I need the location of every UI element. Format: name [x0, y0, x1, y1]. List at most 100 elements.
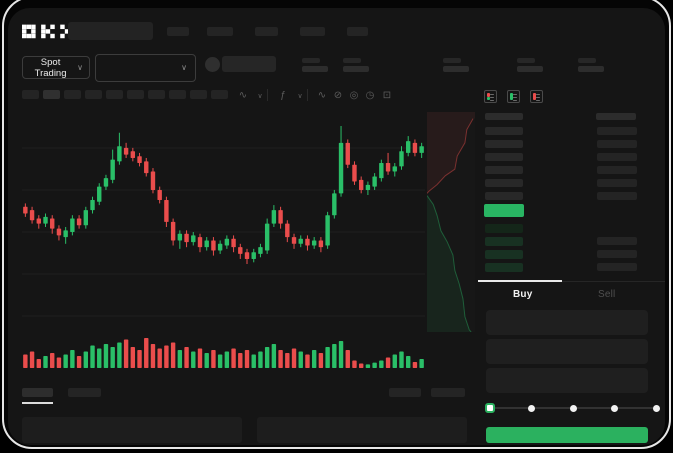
timeframe-button[interactable]	[64, 90, 81, 99]
measure-icon[interactable]: ⊘	[333, 90, 343, 101]
depth-curve	[427, 195, 472, 332]
candlestick-chart[interactable]	[22, 112, 425, 370]
ask-price-row[interactable]	[485, 153, 523, 161]
nav-item-placeholder[interactable]	[207, 27, 233, 36]
line-tool-icon[interactable]: ∿	[317, 90, 327, 101]
chart-element	[70, 350, 75, 368]
chart-element	[258, 247, 263, 254]
candle-style-icon[interactable]: ∿	[238, 90, 248, 101]
bid-price-row[interactable]	[485, 237, 523, 246]
timeframe-button[interactable]	[190, 90, 207, 99]
nav-item-placeholder[interactable]	[300, 27, 325, 36]
trading-mode-dropdown[interactable]: Spot Trading ∨	[22, 56, 90, 79]
chart-element	[123, 339, 129, 368]
okx-logo[interactable]	[22, 24, 74, 40]
nav-item-placeholder[interactable]	[255, 27, 278, 36]
chart-element	[318, 353, 324, 368]
bottom-action-placeholder[interactable]	[389, 388, 421, 397]
bottom-tab[interactable]	[68, 388, 101, 397]
chevron-down-icon[interactable]: ∨	[297, 93, 303, 100]
ask-price-row[interactable]	[485, 140, 523, 148]
chart-element	[291, 348, 297, 368]
chart-element	[385, 357, 391, 368]
timeframe-button[interactable]	[22, 90, 39, 99]
order-form-field[interactable]	[486, 368, 648, 393]
slider-stop[interactable]	[569, 404, 577, 412]
chart-element	[345, 142, 350, 165]
camera-icon[interactable]: ◎	[349, 90, 359, 101]
chart-element	[63, 230, 68, 238]
tab-buy[interactable]: Buy	[513, 289, 533, 300]
slider-stop[interactable]	[611, 404, 618, 412]
chart-element	[130, 347, 136, 368]
timeframe-button[interactable]	[127, 90, 144, 99]
chart-element	[29, 351, 35, 368]
chart-element	[325, 347, 330, 368]
replay-icon[interactable]: ◷	[365, 90, 375, 101]
bid-price-row[interactable]	[485, 224, 523, 233]
chart-element	[56, 228, 62, 236]
chart-element	[170, 221, 176, 241]
bottom-action-placeholder[interactable]	[431, 388, 465, 397]
chart-element	[251, 252, 256, 259]
buy-submit-button[interactable]	[486, 427, 648, 443]
bid-price-row[interactable]	[485, 250, 523, 259]
last-price-highlight[interactable]	[484, 204, 524, 217]
order-book-both-icon[interactable]	[484, 90, 497, 103]
timeframe-button[interactable]	[148, 90, 165, 99]
chart-element	[157, 189, 162, 201]
nav-item-placeholder[interactable]	[167, 27, 189, 36]
bottom-tab-active[interactable]	[22, 388, 53, 397]
nav-item-placeholder[interactable]	[347, 27, 368, 36]
chart-element	[332, 193, 337, 216]
chevron-down-icon[interactable]: ∨	[257, 93, 263, 100]
ask-amount-cell	[597, 179, 637, 187]
chart-element	[392, 166, 397, 172]
chart-element	[264, 347, 270, 368]
chart-element	[197, 237, 203, 248]
chart-element	[123, 147, 129, 155]
slider-stop[interactable]	[528, 404, 535, 412]
market-stat-value	[578, 66, 604, 72]
order-form-field[interactable]	[486, 339, 648, 364]
depth-curve	[427, 195, 472, 332]
ask-price-row[interactable]	[485, 192, 523, 200]
chart-element	[204, 240, 209, 248]
tab-sell[interactable]: Sell	[598, 289, 616, 300]
order-book-bids-icon[interactable]	[507, 90, 520, 103]
fullscreen-icon[interactable]: ⊡	[382, 90, 392, 101]
slider-handle[interactable]	[485, 403, 495, 413]
timeframe-button[interactable]	[169, 90, 186, 99]
bid-price-row[interactable]	[485, 263, 523, 272]
chart-element	[90, 200, 95, 211]
order-form-field[interactable]	[486, 310, 648, 335]
timeframe-button[interactable]	[211, 90, 228, 99]
chart-element	[103, 178, 109, 187]
tabs-divider	[478, 281, 665, 282]
ask-price-row[interactable]	[485, 179, 523, 187]
timeframe-button[interactable]	[106, 90, 123, 99]
chart-element	[211, 350, 216, 368]
chart-element	[412, 362, 418, 368]
ask-price-row[interactable]	[485, 166, 523, 174]
chart-element	[352, 164, 357, 182]
chart-element	[379, 360, 384, 368]
timeframe-button[interactable]	[85, 90, 102, 99]
ask-price-row[interactable]	[485, 127, 523, 135]
ask-amount-cell	[597, 153, 637, 161]
timeframe-button[interactable]	[43, 90, 60, 99]
slider-stop[interactable]	[652, 404, 660, 412]
market-stat-label	[302, 58, 320, 63]
chart-element	[352, 360, 357, 368]
indicators-icon[interactable]: ƒ	[280, 90, 286, 101]
chart-element	[204, 353, 209, 368]
history-panel-placeholder	[257, 417, 467, 443]
order-book-asks-icon[interactable]	[530, 90, 543, 103]
pair-selector-dropdown[interactable]: ∨	[95, 54, 196, 82]
chart-element	[372, 176, 377, 187]
search-input[interactable]	[68, 22, 153, 40]
chart-element	[365, 364, 371, 368]
chart-element	[392, 354, 397, 368]
chart-element	[76, 356, 82, 368]
ask-amount-cell	[597, 140, 637, 148]
